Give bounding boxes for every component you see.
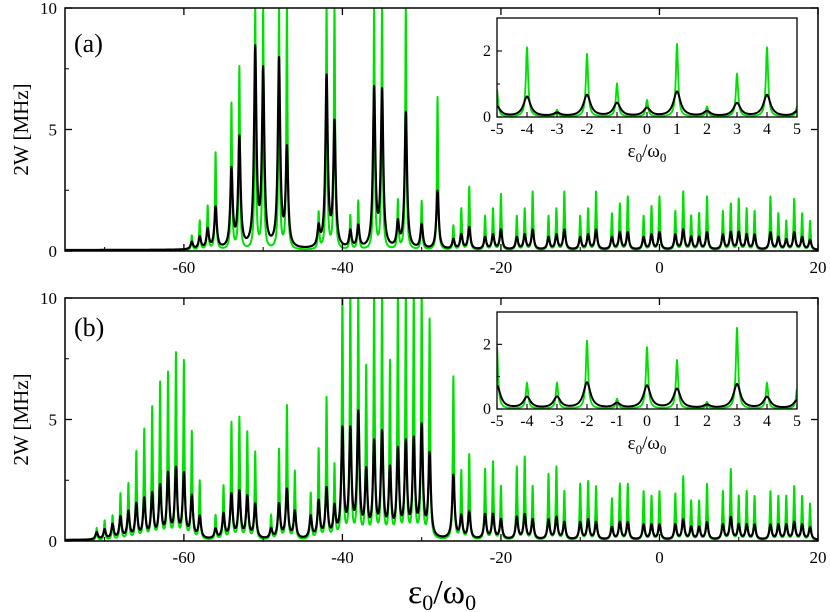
x-tick-label: -20 — [490, 548, 513, 567]
inset-x-axis-label: ε0/ω0 — [628, 141, 667, 165]
y-axis-label: 2W [MHz] — [9, 83, 33, 175]
inset-series-black-line — [497, 381, 797, 408]
x-tick-label: -40 — [331, 258, 354, 277]
inset-x-tick-label: 0 — [643, 413, 651, 430]
inset-x-tick-label: 4 — [763, 413, 771, 430]
y-tick-label: 5 — [49, 121, 58, 140]
inset-x-tick-label: -1 — [610, 413, 623, 430]
inset-plot: -5 -4 -3 -2 -1 0 1 2 3 4 5 0 2 ε0/ω0 — [483, 17, 801, 165]
x-tick-label: -20 — [490, 258, 513, 277]
main-x-axis-label: ε0/ω0 — [408, 574, 476, 612]
x-tick-label: -40 — [331, 548, 354, 567]
y-tick-label: 0 — [49, 532, 58, 551]
inset-plot: -5 -4 -3 -2 -1 0 1 2 3 4 5 0 2 ε0/ω0 — [483, 311, 801, 457]
x-tick-label: 0 — [655, 258, 664, 277]
x-tick-label: 20 — [810, 548, 827, 567]
y-tick-label: 5 — [49, 411, 58, 430]
inset-x-tick-label: -5 — [490, 413, 503, 430]
inset-x-tick-label: 5 — [793, 413, 801, 430]
inset-x-tick-label: 2 — [703, 121, 711, 138]
inset-x-tick-label: 3 — [733, 121, 741, 138]
x-tick-label: 20 — [810, 258, 827, 277]
inset-x-tick-label: 1 — [673, 413, 681, 430]
inset-y-tick-label: 0 — [483, 109, 491, 126]
inset-x-tick-label: 5 — [793, 121, 801, 138]
x-tick-label: -60 — [173, 548, 196, 567]
inset-x-tick-label: -1 — [610, 121, 623, 138]
panel-tag: (b) — [74, 313, 104, 342]
inset-x-tick-label: 3 — [733, 413, 741, 430]
inset-series-black-line — [497, 90, 797, 116]
y-tick-label: 10 — [40, 289, 57, 308]
inset-y-tick-label: 2 — [483, 336, 491, 353]
panel-tag: (a) — [74, 29, 103, 58]
y-tick-label: 0 — [49, 242, 58, 261]
x-tick-label: -60 — [173, 258, 196, 277]
series-black-line — [65, 409, 818, 541]
inset-y-tick-label: 0 — [483, 401, 491, 418]
series-black-line — [65, 44, 818, 251]
inset-x-tick-label: -4 — [520, 413, 533, 430]
inset-y-tick-label: 2 — [483, 43, 491, 60]
inset-x-tick-label: 1 — [673, 121, 681, 138]
inset-x-tick-label: -5 — [490, 121, 503, 138]
inset-x-tick-label: 4 — [763, 121, 771, 138]
inset-x-tick-label: -2 — [580, 121, 593, 138]
inset-x-tick-label: 2 — [703, 413, 711, 430]
y-axis-label: 2W [MHz] — [9, 373, 33, 465]
inset-series-green-line — [497, 43, 797, 117]
inset-x-tick-label: -3 — [550, 413, 563, 430]
inset-x-tick-label: -4 — [520, 121, 533, 138]
inset-x-tick-label: -3 — [550, 121, 563, 138]
inset-x-axis-label: ε0/ω0 — [628, 433, 667, 457]
x-tick-label: 0 — [655, 548, 664, 567]
y-tick-label: 10 — [40, 0, 57, 18]
inset-series-green-line — [497, 326, 797, 409]
inset-x-tick-label: -2 — [580, 413, 593, 430]
inset-x-tick-label: 0 — [643, 121, 651, 138]
